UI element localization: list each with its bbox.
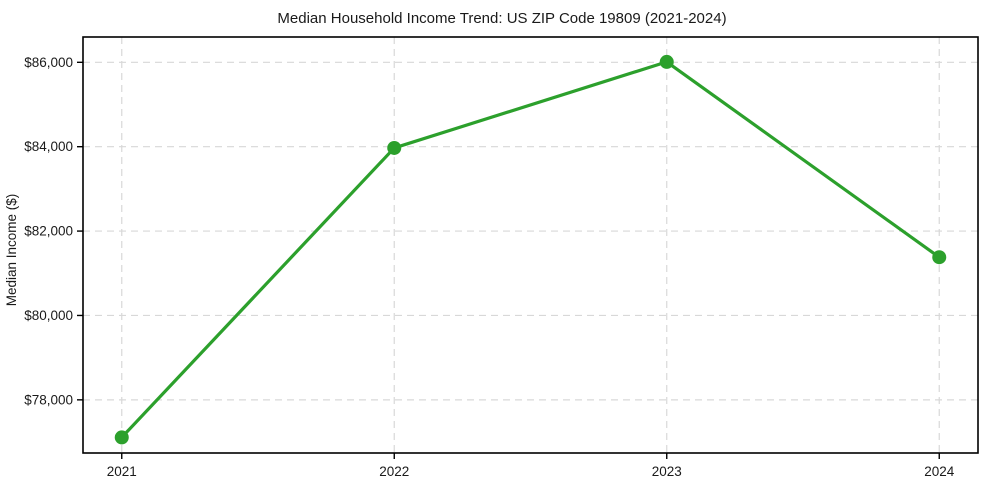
y-tick-label: $86,000 — [24, 55, 73, 70]
data-point-2021 — [114, 430, 129, 445]
grid-layer — [83, 37, 978, 453]
series-line — [120, 60, 941, 439]
y-tick-label: $84,000 — [24, 139, 73, 154]
x-tick-label: 2024 — [924, 464, 955, 479]
y-tick-label: $82,000 — [24, 224, 73, 239]
tick-layer: $78,000 $80,000 $82,000 $84,000 $86,000 2021 2… — [24, 55, 955, 479]
data-point-2024 — [932, 250, 947, 265]
series-layer — [114, 54, 947, 445]
chart-title: Median Household Income Trend: US ZIP Co… — [277, 10, 727, 27]
y-axis-label: Median Income ($) — [4, 194, 19, 307]
data-point-2023 — [659, 54, 674, 69]
y-tick-label: $80,000 — [24, 308, 73, 323]
plot-border — [82, 36, 979, 454]
data-point-2022 — [387, 140, 402, 155]
x-tick-label: 2021 — [107, 464, 137, 479]
y-tick-label: $78,000 — [24, 392, 73, 407]
x-tick-label: 2022 — [379, 464, 409, 479]
x-tick-label: 2023 — [652, 464, 682, 479]
